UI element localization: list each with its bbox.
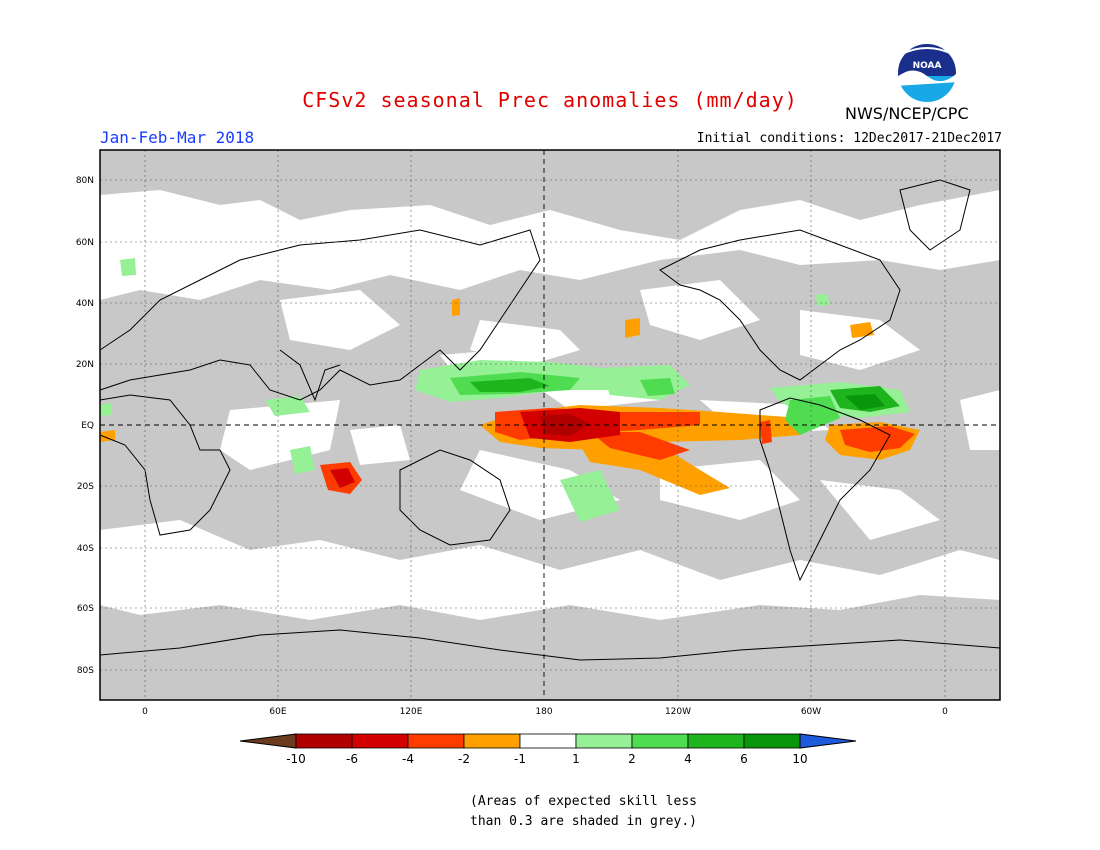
colorbar-label: -1 <box>514 752 526 766</box>
map-title: CFSv2 seasonal Prec anomalies (mm/day) <box>302 88 798 112</box>
lon-label: 0 <box>142 707 148 715</box>
lon-label: 180 <box>535 707 552 715</box>
lon-label: 120E <box>400 707 423 715</box>
lat-label: 40N <box>76 299 94 309</box>
lon-label: 120W <box>665 707 691 715</box>
dry-anomalies <box>100 298 920 495</box>
lat-label: 20S <box>77 482 94 492</box>
colorbar-swatch <box>575 733 633 749</box>
latitude-labels: 80N 60N 40N 20N EQ 20S 40S 60S 80S <box>76 176 94 676</box>
noaa-logo: NOAA <box>896 42 958 104</box>
colorbar-swatches <box>239 733 857 749</box>
longitude-labels: 0 60E 120E 180 120W 60W 0 <box>142 707 948 715</box>
initial-conditions: Initial conditions: 12Dec2017-21Dec2017 <box>696 131 1002 146</box>
skill-note-line: than 0.3 are shaded in grey.) <box>470 814 697 829</box>
colorbar: -10 -6 -4 -2 -1 1 2 4 6 10 <box>239 733 857 766</box>
colorbar-labels: -10 -6 -4 -2 -1 1 2 4 6 10 <box>286 752 807 766</box>
lat-label: EQ <box>81 421 94 431</box>
colorbar-swatch <box>519 733 577 749</box>
lon-label: 0 <box>942 707 948 715</box>
colorbar-swatch <box>295 733 353 749</box>
colorbar-label: -6 <box>346 752 358 766</box>
agency-label: NWS/NCEP/CPC <box>845 104 969 123</box>
colorbar-arrow-low <box>239 733 297 749</box>
colorbar-label: 4 <box>684 752 692 766</box>
colorbar-swatch <box>407 733 465 749</box>
colorbar-label: -2 <box>458 752 470 766</box>
lat-label: 20N <box>76 360 94 370</box>
logo-text: NOAA <box>913 61 942 71</box>
lat-label: 80N <box>76 176 94 186</box>
lat-lon-grid <box>100 150 1000 700</box>
wet-anomalies <box>100 258 910 522</box>
colorbar-arrow-high <box>799 733 857 749</box>
colorbar-swatch <box>463 733 521 749</box>
lat-label: 40S <box>77 544 94 554</box>
colorbar-label: 10 <box>792 752 807 766</box>
coastlines <box>99 179 1001 661</box>
precip-anomaly-map: 80N 60N 40N 20N EQ 20S 40S 60S 80S 0 60E… <box>76 149 1001 715</box>
colorbar-swatch <box>631 733 689 749</box>
lon-label: 60W <box>801 707 821 715</box>
skill-note-line: (Areas of expected skill less <box>470 794 697 809</box>
colorbar-label: -10 <box>286 752 306 766</box>
skill-note: (Areas of expected skill less than 0.3 a… <box>470 792 730 832</box>
lon-label: 60E <box>269 707 286 715</box>
lat-label: 60N <box>76 238 94 248</box>
lat-label: 60S <box>77 604 94 614</box>
colorbar-swatch <box>351 733 409 749</box>
colorbar-label: -4 <box>402 752 414 766</box>
forecast-period: Jan-Feb-Mar 2018 <box>100 128 255 147</box>
colorbar-swatch <box>687 733 745 749</box>
colorbar-label: 2 <box>628 752 636 766</box>
map-frame <box>99 149 1001 701</box>
colorbar-swatch <box>743 733 801 749</box>
colorbar-label: 1 <box>572 752 580 766</box>
lat-label: 80S <box>77 666 94 676</box>
colorbar-label: 6 <box>740 752 748 766</box>
equator-dateline <box>100 150 1000 700</box>
